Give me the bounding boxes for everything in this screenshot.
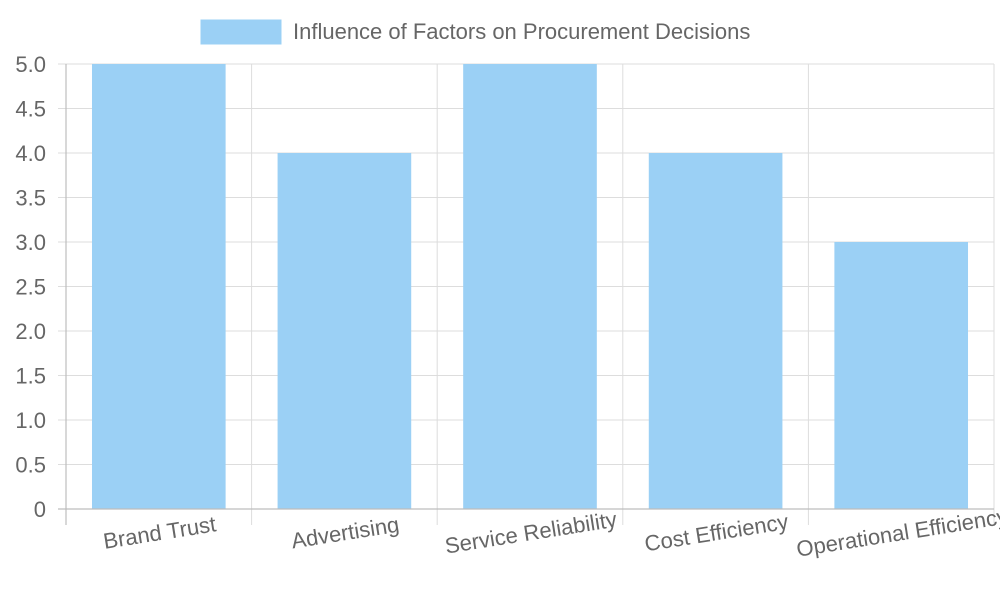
y-tick-label: 1.0 xyxy=(15,408,46,433)
bars xyxy=(91,64,969,509)
y-axis-ticks: 0 0.5 1.0 1.5 2.0 2.5 3.0 3.5 4.0 4.5 5.0 xyxy=(15,52,46,522)
y-tick-label: 3.0 xyxy=(15,230,46,255)
y-tick-label: 4.5 xyxy=(15,97,46,122)
y-tick-label: 5.0 xyxy=(15,52,46,77)
legend-label: Influence of Factors on Procurement Deci… xyxy=(293,19,750,44)
bar[interactable] xyxy=(463,64,597,509)
y-tick-label: 0.5 xyxy=(15,453,46,478)
y-tick-label: 0 xyxy=(34,497,46,522)
x-tick-label: Brand Trust xyxy=(102,511,218,553)
y-tick-label: 3.5 xyxy=(15,186,46,211)
axes xyxy=(58,64,994,525)
y-tick-label: 2.5 xyxy=(15,275,46,300)
x-axis-ticks: Brand Trust Advertising Service Reliabilit… xyxy=(102,504,1000,562)
y-tick-label: 4.0 xyxy=(15,141,46,166)
x-tick-label: Operational Efficiency xyxy=(795,504,1000,562)
bar[interactable] xyxy=(648,153,783,509)
bar[interactable] xyxy=(834,242,969,509)
legend-swatch xyxy=(200,19,282,45)
bar[interactable] xyxy=(91,64,226,509)
x-tick-label: Service Reliability xyxy=(443,507,618,559)
x-tick-label: Advertising xyxy=(290,512,401,554)
chart-legend[interactable]: Influence of Factors on Procurement Deci… xyxy=(200,19,750,45)
x-tick-label: Cost Efficiency xyxy=(643,509,790,556)
y-tick-label: 1.5 xyxy=(15,364,46,389)
bar[interactable] xyxy=(277,153,412,509)
y-tick-label: 2.0 xyxy=(15,319,46,344)
